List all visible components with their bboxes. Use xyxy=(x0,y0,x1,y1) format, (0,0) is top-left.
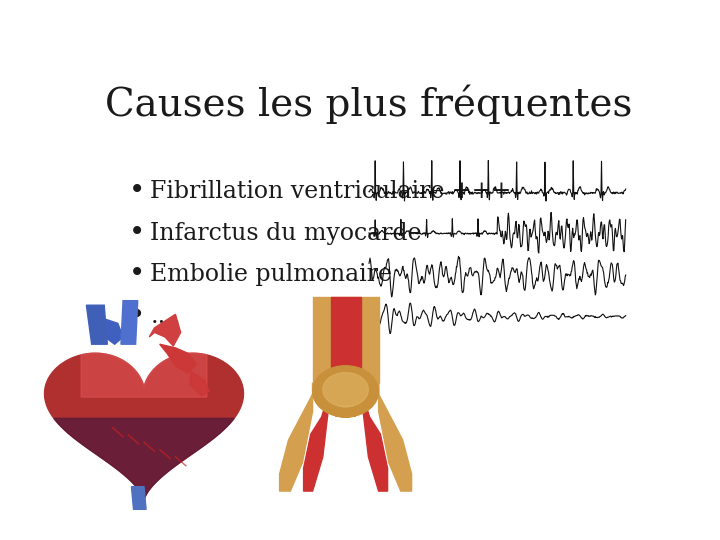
Polygon shape xyxy=(379,383,412,491)
Polygon shape xyxy=(312,366,379,417)
Polygon shape xyxy=(45,353,243,501)
Text: •: • xyxy=(129,261,145,288)
Text: ....: .... xyxy=(150,305,181,328)
Text: •: • xyxy=(129,178,145,205)
Polygon shape xyxy=(323,373,369,407)
Text: Embolie pulmonaire: Embolie pulmonaire xyxy=(150,264,392,286)
Polygon shape xyxy=(89,319,123,344)
Polygon shape xyxy=(54,418,234,501)
Polygon shape xyxy=(330,298,361,383)
Text: Infarctus du myocarde: Infarctus du myocarde xyxy=(150,222,422,245)
Text: •: • xyxy=(129,303,145,330)
Polygon shape xyxy=(312,298,379,383)
Polygon shape xyxy=(190,372,209,396)
Polygon shape xyxy=(121,301,138,344)
Polygon shape xyxy=(279,383,312,491)
Text: Causes les plus fréquentes: Causes les plus fréquentes xyxy=(105,85,633,124)
Polygon shape xyxy=(362,383,387,491)
Polygon shape xyxy=(132,487,146,509)
Polygon shape xyxy=(81,353,207,397)
Polygon shape xyxy=(304,383,329,491)
Text: Fibrillation ventriculaire +++: Fibrillation ventriculaire +++ xyxy=(150,180,511,203)
Polygon shape xyxy=(86,305,107,344)
Polygon shape xyxy=(149,314,181,346)
Polygon shape xyxy=(160,344,197,373)
Text: •: • xyxy=(129,220,145,247)
